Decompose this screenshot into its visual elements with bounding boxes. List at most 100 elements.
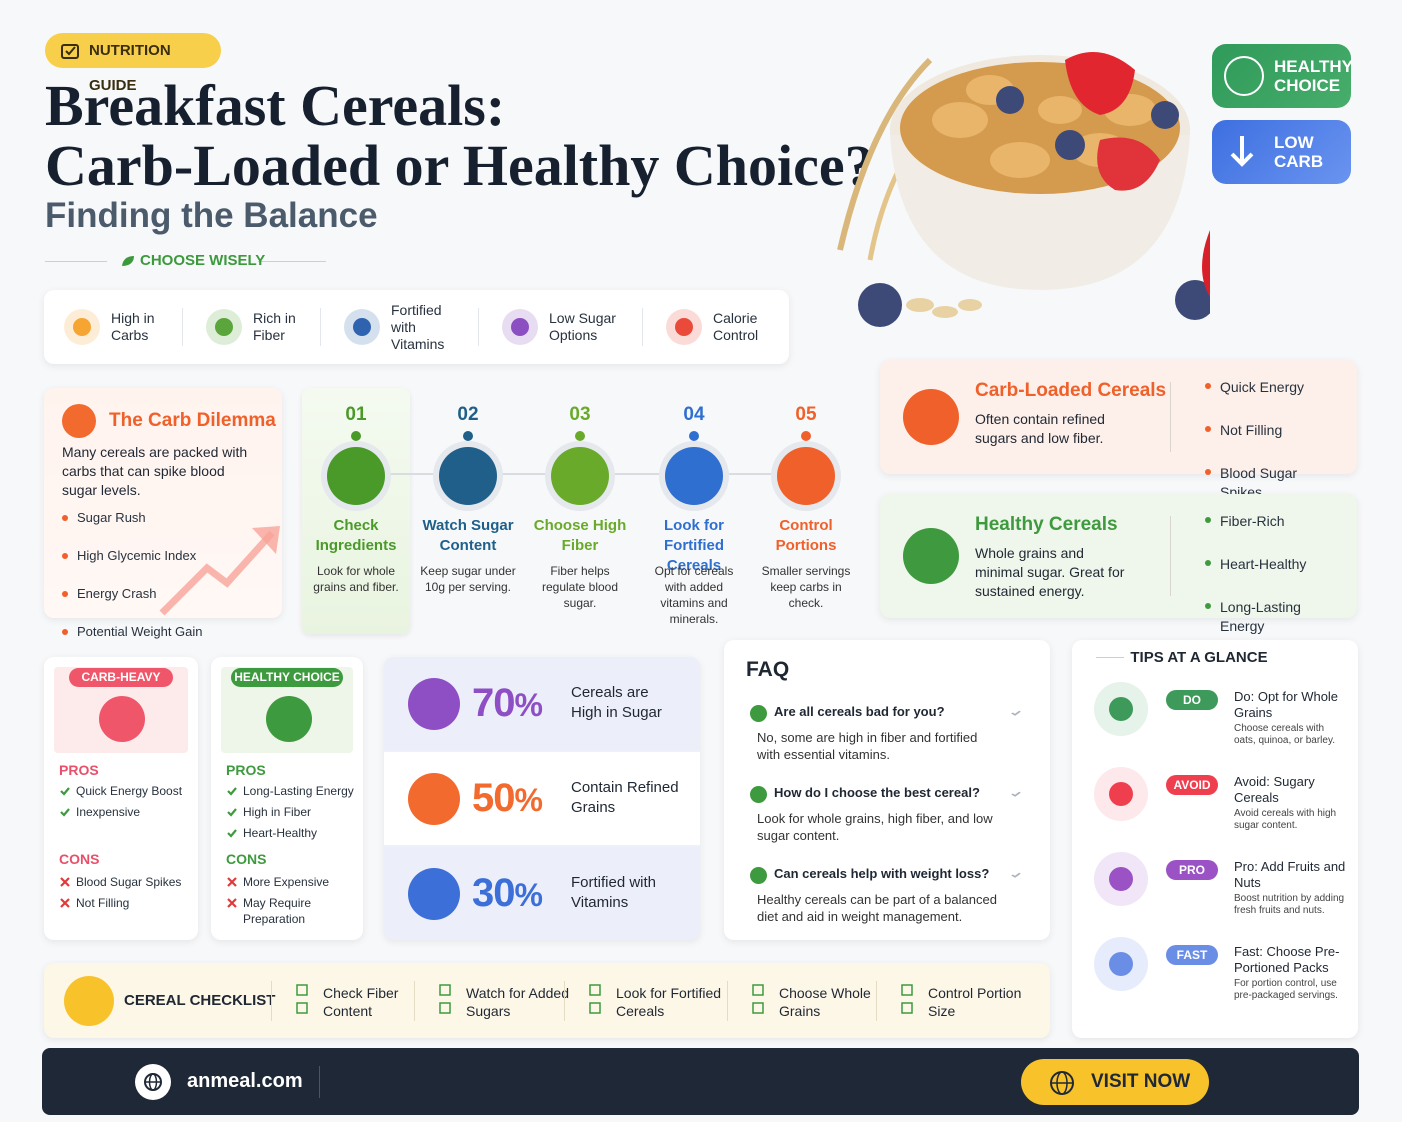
tag-low-carb: LOW CARB <box>1212 120 1351 184</box>
step-text: Fiber helps regulate blood sugar. <box>541 564 619 610</box>
feature-icon-core <box>215 318 233 336</box>
stat-label: Cereals are High in Sugar <box>571 684 662 721</box>
checklist-item: Choose Whole Grains <box>779 985 871 1019</box>
step-dot <box>575 431 585 441</box>
step-icon <box>551 447 609 505</box>
tip-text: Boost nutrition by adding fresh fruits a… <box>1234 893 1345 916</box>
cross-icon <box>60 898 70 908</box>
type-point: Quick Energy <box>1203 378 1323 397</box>
step-icon <box>439 447 497 505</box>
comparison-card: CARB-HEAVY PROS Quick Energy Boost Inexpens… <box>44 657 198 940</box>
step-number: 05 <box>795 404 817 425</box>
step-dot <box>689 431 699 441</box>
dilemma-icon <box>62 404 96 438</box>
tagline: CHOOSE WISELY <box>140 252 266 269</box>
globe-glyph <box>144 1073 162 1091</box>
divider <box>414 981 415 1021</box>
stat-label: Fortified with Vitamins <box>571 874 657 911</box>
tip-title: Do: Opt for Whole Grains <box>1234 689 1339 720</box>
comparison-icon <box>99 696 145 742</box>
tips-card: TIPS AT A GLANCE DO Do: Opt for Whole Grai… <box>1072 640 1358 1038</box>
visit-button[interactable]: VISIT NOW <box>1021 1059 1209 1105</box>
footer: anmeal.com VISIT NOW <box>42 1048 1359 1115</box>
type-point: Long-Lasting Energy <box>1203 598 1323 636</box>
type-text: Whole grains and minimal sugar. Great fo… <box>975 545 1125 599</box>
divider <box>564 981 565 1021</box>
stat-icon <box>408 868 460 920</box>
step-text: Smaller servings keep carbs in check. <box>761 564 851 610</box>
divider <box>478 308 479 346</box>
subtitle: Finding the Balance <box>45 196 378 235</box>
con: Blood Sugar Spikes <box>59 874 189 890</box>
tip-tag: DO <box>1166 690 1218 710</box>
check-icon <box>1011 710 1021 716</box>
badge: NUTRITION GUIDE <box>45 33 221 94</box>
checklist-icon <box>64 976 114 1026</box>
feature: Low Sugar Options <box>502 290 629 364</box>
dilemma-point: Potential Weight Gain <box>60 624 298 639</box>
cross-icon <box>227 877 237 887</box>
faq-question: Are all cereals bad for you? <box>774 704 945 719</box>
pro: Inexpensive <box>59 804 189 820</box>
box-icon <box>439 984 451 996</box>
leaf-icon <box>122 256 134 266</box>
step-number: 02 <box>457 404 479 425</box>
divider <box>1170 382 1171 452</box>
pros-label: PROS <box>59 762 99 778</box>
pro: High in Fiber <box>226 804 356 820</box>
feature-label: Calorie Control <box>713 310 759 343</box>
pros-label: PROS <box>226 762 266 778</box>
step-text: Keep sugar under 10g per serving. <box>420 564 516 594</box>
stat-value: 50% <box>472 776 543 821</box>
tip-text: For portion control, use pre-packaged se… <box>1234 978 1338 1001</box>
pros-list: Long-Lasting Energy High in Fiber Heart-He… <box>226 783 356 846</box>
site: anmeal.com <box>187 1070 303 1092</box>
badge-icon <box>61 44 79 59</box>
box-icon <box>752 1002 764 1014</box>
step-title: Watch Sugar Content <box>422 517 514 554</box>
tip-title: Avoid: Sugary Cereals <box>1234 774 1315 805</box>
divider <box>45 261 107 262</box>
down-arrow <box>1230 136 1254 167</box>
button-icon <box>1050 1071 1074 1095</box>
box-icon <box>296 984 308 996</box>
cons-list: Blood Sugar Spikes Not Filling <box>59 874 189 916</box>
step-number: 04 <box>683 404 705 425</box>
divider <box>876 981 877 1021</box>
faq-question: How do I choose the best cereal? <box>774 785 980 800</box>
carb-card: Carb-Loaded Cereals Often contain refined… <box>880 360 1357 500</box>
step-dot <box>463 431 473 441</box>
type-title: Carb-Loaded Cereals <box>975 380 1167 401</box>
divider <box>642 308 643 346</box>
stat-row: 30% Fortified with Vitamins <box>384 847 700 940</box>
step-icon <box>777 447 835 505</box>
cons-label: CONS <box>59 851 100 867</box>
tip-tag: AVOID <box>1166 775 1218 795</box>
comparison-card: HEALTHY CHOICE PROS Long-Lasting Energy Hig… <box>211 657 363 940</box>
button-text: VISIT NOW <box>1091 1071 1191 1092</box>
dilemma-point: Energy Crash <box>60 586 298 601</box>
type-title: Healthy Cereals <box>975 514 1118 535</box>
tip-text: Choose cereals with oats, quinoa, or bar… <box>1234 723 1335 746</box>
cross-icon <box>60 877 70 887</box>
dilemma-title: The Carb Dilemma <box>109 410 276 431</box>
box-icon <box>901 1002 913 1014</box>
cereal-illustration <box>837 52 1210 327</box>
comparison-badge: CARB-HEAVY <box>69 668 173 687</box>
step: 05 Control Portions Smaller servings keep … <box>750 388 862 634</box>
tip-icon-core <box>1109 782 1133 806</box>
stat-number: 50 <box>472 776 515 820</box>
tip-icon-core <box>1109 697 1133 721</box>
checklist-item: Watch for Added Sugars <box>466 985 569 1019</box>
feature-label: Low Sugar Options <box>549 310 616 343</box>
checklist-card: CEREAL CHECKLIST Check Fiber Content Watch… <box>44 963 1050 1038</box>
divider <box>271 981 272 1021</box>
check-icon <box>1011 791 1021 797</box>
healthy-card: Healthy Cereals Whole grains and minimal … <box>880 494 1357 634</box>
checklist-title: CEREAL CHECKLIST <box>124 992 276 1009</box>
comparison-badge: HEALTHY CHOICE <box>231 668 343 687</box>
step-highlight <box>302 388 410 634</box>
check-icon <box>227 829 237 838</box>
feature-label: Fortified with Vitamins <box>391 301 445 352</box>
